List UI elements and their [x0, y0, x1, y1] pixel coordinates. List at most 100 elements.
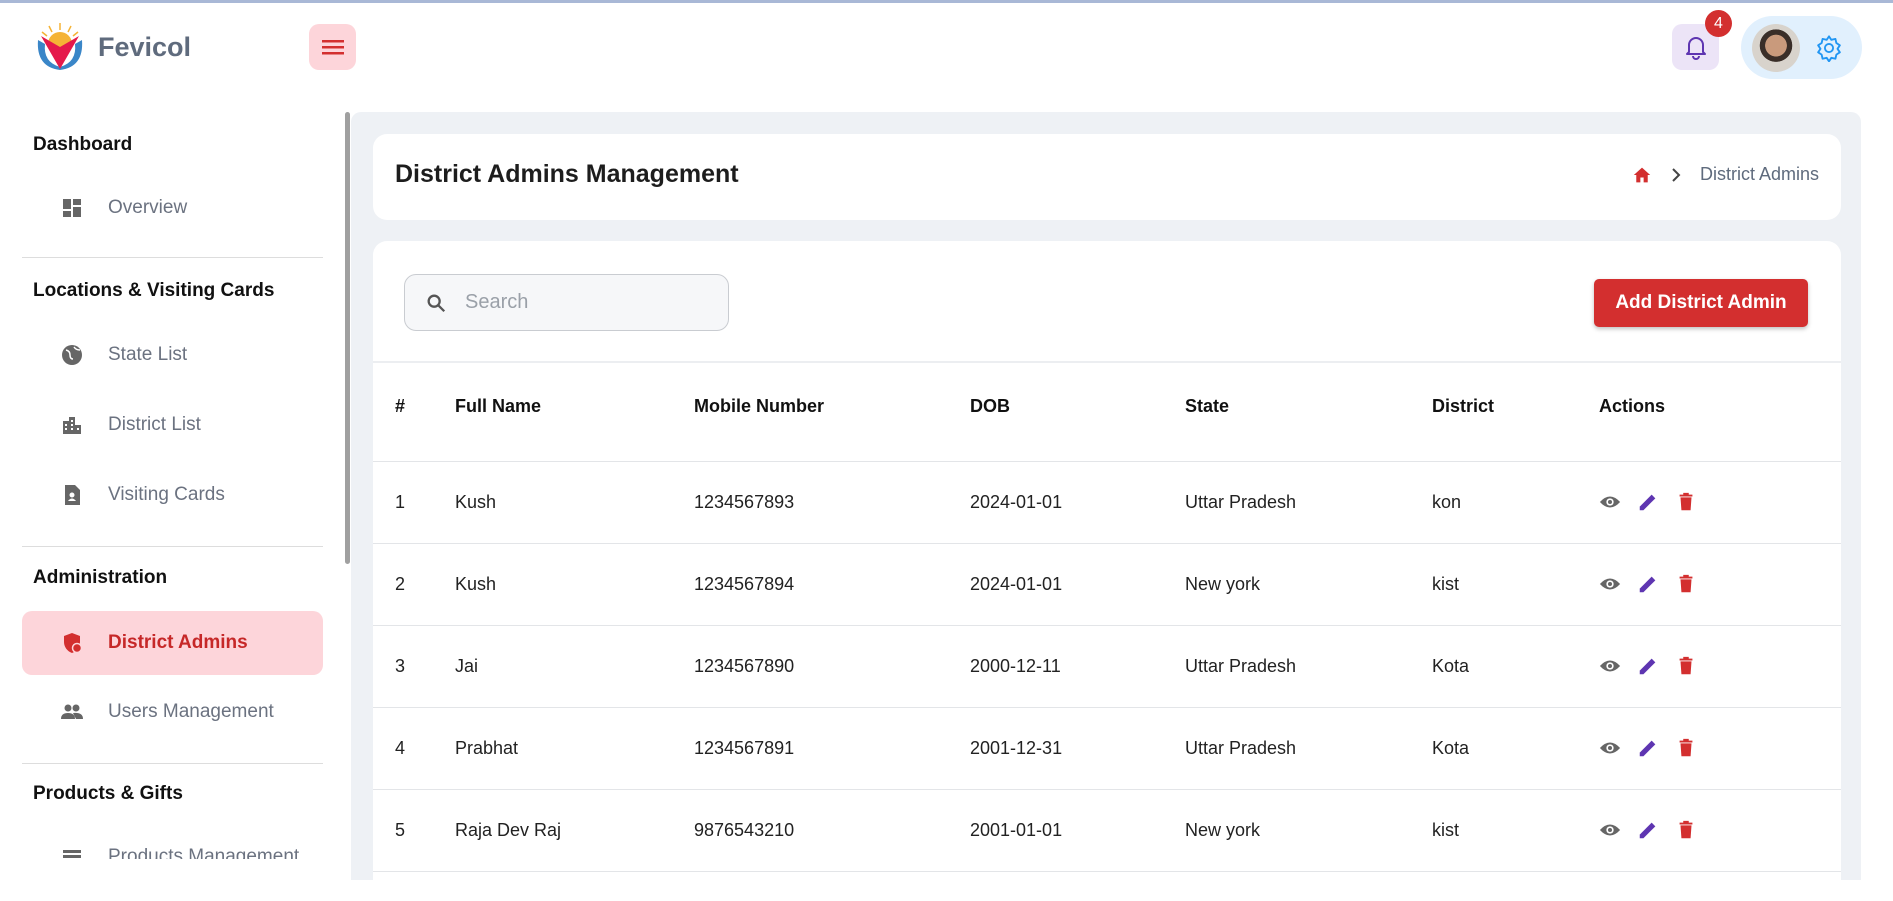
people-icon [61, 704, 83, 719]
cell-district: Kota [1432, 625, 1599, 708]
view-eye-icon[interactable] [1599, 737, 1621, 759]
cell-mobile: 1234567890 [694, 625, 970, 708]
settings-gear-icon[interactable] [1815, 34, 1843, 62]
cell-actions [1599, 789, 1841, 872]
sidebar-item-label: District Admins [108, 632, 248, 653]
cell-mobile: 1234567894 [694, 543, 970, 626]
building-icon [63, 417, 81, 434]
cell-state: Uttar Pradesh [1185, 707, 1432, 790]
sidebar-divider [22, 763, 323, 764]
table-row: 5 Raja Dev Raj 9876543210 2001-01-01 New yor… [373, 789, 1841, 872]
table-row: 3 Jai 1234567890 2000-12-11 Uttar Pradesh Kot… [373, 625, 1841, 708]
cell-state: Uttar Pradesh [1185, 461, 1432, 544]
delete-trash-icon[interactable] [1675, 737, 1697, 759]
sidebar: Dashboard Overview Locations & Visiting … [0, 112, 345, 859]
hamburger-icon [321, 40, 344, 55]
view-eye-icon[interactable] [1599, 655, 1621, 677]
table-row: 4 Prabhat 1234567891 2001-12-31 Uttar Prades… [373, 707, 1841, 790]
sidebar-scrollbar[interactable] [345, 112, 350, 564]
cell-district: kon [1432, 461, 1599, 544]
cell-mobile: 1234567893 [694, 461, 970, 544]
avatar[interactable] [1752, 23, 1800, 72]
fevicol-logo-icon [37, 23, 83, 70]
home-icon[interactable] [1632, 166, 1652, 184]
cell-district: Kota [1432, 707, 1599, 790]
cell-state: New york [1185, 543, 1432, 626]
cell-dob: 2001-12-31 [970, 707, 1185, 790]
sidebar-divider [22, 546, 323, 547]
column-header-index: # [373, 341, 455, 462]
search-box[interactable] [404, 274, 729, 331]
cell-mobile: 9876543210 [694, 789, 970, 872]
sidebar-item-label: Overview [108, 197, 188, 218]
menu-toggle-button[interactable] [309, 24, 356, 70]
search-input[interactable] [465, 291, 715, 314]
globe-icon [62, 345, 82, 365]
column-header-state: State [1185, 341, 1432, 462]
sidebar-item-overview[interactable]: Overview [22, 176, 323, 240]
cell-dob: 2024-01-01 [970, 461, 1185, 544]
view-eye-icon[interactable] [1599, 573, 1621, 595]
brand[interactable]: Fevicol [35, 22, 191, 72]
sidebar-divider [22, 257, 323, 258]
profile-menu[interactable] [1741, 16, 1862, 79]
edit-pencil-icon[interactable] [1637, 819, 1659, 841]
cell-full-name: Jai [455, 625, 694, 708]
sidebar-item-district-list[interactable]: District List [22, 393, 323, 457]
page-header-card: District Admins Management District Admi… [373, 134, 1841, 220]
delete-trash-icon[interactable] [1675, 819, 1697, 841]
brand-name: Fevicol [98, 31, 192, 62]
sidebar-item-state-list[interactable]: State List [22, 323, 323, 387]
edit-pencil-icon[interactable] [1637, 573, 1659, 595]
cell-index: 2 [373, 543, 455, 626]
view-eye-icon[interactable] [1599, 819, 1621, 841]
cell-full-name: Prabhat [455, 707, 694, 790]
table-row: 1 Kush 1234567893 2024-01-01 Uttar Pradesh ko… [373, 461, 1841, 544]
add-district-admin-button[interactable]: Add District Admin [1594, 279, 1808, 327]
admin-shield-icon [64, 633, 83, 654]
chevron-right-icon [1672, 167, 1681, 182]
table-header-row: # Full Name Mobile Number DOB State Dist… [373, 341, 1841, 462]
sidebar-section-locations: Locations & Visiting Cards [33, 280, 275, 301]
cell-actions [1599, 461, 1841, 544]
delete-trash-icon[interactable] [1675, 655, 1697, 677]
cell-actions [1599, 707, 1841, 790]
page-title: District Admins Management [395, 160, 739, 188]
edit-pencil-icon[interactable] [1637, 737, 1659, 759]
edit-pencil-icon[interactable] [1637, 655, 1659, 677]
cell-full-name: Kush [455, 543, 694, 626]
cell-state: Uttar Pradesh [1185, 625, 1432, 708]
breadcrumb: District Admins [1632, 164, 1819, 185]
cell-index: 4 [373, 707, 455, 790]
cell-state: New york [1185, 789, 1432, 872]
window-top-border [0, 0, 1893, 3]
cell-index: 5 [373, 789, 455, 872]
cell-full-name: Raja Dev Raj [455, 789, 694, 872]
main-content: District Admins Management District Admi… [351, 112, 1861, 901]
table-row: 2 Kush 1234567894 2024-01-01 New york kist [373, 543, 1841, 626]
admins-table: # Full Name Mobile Number DOB State Dist… [373, 341, 1841, 872]
delete-trash-icon[interactable] [1675, 491, 1697, 513]
cell-index: 1 [373, 461, 455, 544]
breadcrumb-current: District Admins [1699, 164, 1819, 184]
edit-pencil-icon[interactable] [1637, 491, 1659, 513]
cell-mobile: 1234567891 [694, 707, 970, 790]
delete-trash-icon[interactable] [1675, 573, 1697, 595]
view-eye-icon[interactable] [1599, 491, 1621, 513]
cell-dob: 2024-01-01 [970, 543, 1185, 626]
column-header-full-name: Full Name [455, 341, 694, 462]
sidebar-item-users-management[interactable]: Users Management [22, 680, 323, 744]
column-header-actions: Actions [1599, 341, 1841, 462]
sidebar-item-label: State List [108, 344, 188, 365]
bell-icon [1685, 37, 1706, 60]
list-icon [63, 850, 81, 858]
cell-index: 3 [373, 625, 455, 708]
sidebar-item-label: Users Management [108, 701, 274, 722]
sidebar-item-district-admins[interactable]: District Admins [22, 611, 323, 675]
dashboard-icon [63, 199, 81, 217]
contact-card-icon [65, 485, 80, 505]
sidebar-item-visiting-cards[interactable]: Visiting Cards [22, 463, 323, 527]
sidebar-item-label: District List [108, 414, 201, 435]
sidebar-item-products-management[interactable]: Products Management [22, 825, 323, 859]
cell-dob: 2000-12-11 [970, 625, 1185, 708]
